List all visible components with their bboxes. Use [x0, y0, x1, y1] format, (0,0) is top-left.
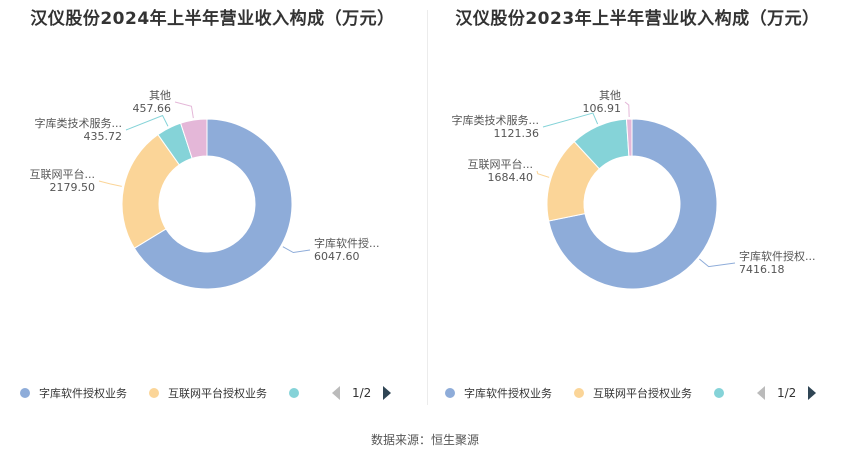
chart-panel-2024: 汉仪股份2024年上半年营业收入构成（万元） 字库软件授... 6047.60 互联… [0, 0, 425, 410]
slice-value-label: 435.72 [84, 130, 123, 143]
legend-item[interactable] [714, 388, 733, 398]
legend-page-indicator: 1/2 [352, 386, 372, 400]
slice-label: 字库软件授权... [739, 249, 816, 263]
donut-chart-2024: 字库软件授...6047.60 互联网平台...2179.50 字库类技术服务...… [30, 89, 380, 290]
legend-label: 互联网平台授权业务 [593, 387, 692, 400]
data-source: 数据来源：恒生聚源 [370, 433, 479, 447]
next-page-icon[interactable] [808, 386, 817, 400]
legend-pager: 1/2 [757, 386, 817, 400]
slice-label: 互联网平台... [468, 157, 534, 171]
legend-item[interactable]: 互联网平台授权业务 [149, 385, 267, 401]
slice-label: 互联网平台... [30, 167, 96, 181]
leader-line [699, 258, 736, 268]
slice-value-label: 7416.18 [739, 263, 785, 276]
legend-marker [714, 388, 724, 398]
legend-label: 字库软件授权业务 [39, 387, 127, 400]
chart-panel-2023: 汉仪股份2023年上半年营业收入构成（万元） 字库软件授权... 7416.18 互… [425, 0, 850, 410]
legend-item[interactable] [289, 388, 308, 398]
legend-marker [149, 388, 159, 398]
slice-label: 其他 [149, 89, 171, 102]
leader-line [536, 170, 550, 178]
leader-line [624, 101, 630, 118]
pie-slice[interactable] [180, 118, 208, 159]
legend-marker [574, 388, 584, 398]
slice-value-label: 1684.40 [488, 171, 534, 184]
pie-slice[interactable] [133, 118, 293, 290]
pie-slice[interactable] [625, 118, 633, 157]
slice-label: 字库类技术服务... [35, 116, 123, 130]
legend-marker [20, 388, 30, 398]
prev-page-icon[interactable] [757, 386, 765, 400]
slice-value-label: 6047.60 [314, 250, 360, 263]
leader-line [98, 180, 122, 187]
legend-page-indicator: 1/2 [777, 386, 797, 400]
leader-line [542, 112, 599, 128]
legend-label: 字库软件授权业务 [464, 387, 552, 400]
legend-label: 互联网平台授权业务 [168, 387, 267, 400]
leader-line [174, 101, 194, 119]
slice-value-label: 1121.36 [494, 127, 540, 140]
pie-slice[interactable] [548, 118, 718, 290]
slice-value-label: 457.66 [133, 102, 172, 115]
legend-item[interactable]: 字库软件授权业务 [445, 385, 552, 401]
legend-marker [445, 388, 455, 398]
legend: 字库软件授权业务 互联网平台授权业务 1/2 [445, 383, 817, 403]
donut-chart-2023: 字库软件授权...7416.18 互联网平台...1684.40 字库类技术服务..… [452, 89, 816, 290]
slice-label: 字库软件授... [314, 236, 380, 250]
legend-marker [289, 388, 299, 398]
legend: 字库软件授权业务 互联网平台授权业务 1/2 [20, 383, 392, 403]
panel-divider [427, 10, 428, 405]
chart-title: 汉仪股份2024年上半年营业收入构成（万元） [30, 9, 395, 29]
legend-pager: 1/2 [332, 386, 392, 400]
legend-item[interactable]: 互联网平台授权业务 [574, 385, 692, 401]
slice-label: 字库类技术服务... [452, 113, 540, 127]
slice-value-label: 106.91 [583, 102, 622, 115]
chart-title: 汉仪股份2023年上半年营业收入构成（万元） [455, 9, 820, 29]
leader-line [282, 246, 311, 254]
leader-line [125, 114, 169, 131]
next-page-icon[interactable] [383, 386, 392, 400]
slice-label: 其他 [599, 89, 621, 102]
prev-page-icon[interactable] [332, 386, 340, 400]
slice-value-label: 2179.50 [50, 181, 96, 194]
legend-item[interactable]: 字库软件授权业务 [20, 385, 127, 401]
